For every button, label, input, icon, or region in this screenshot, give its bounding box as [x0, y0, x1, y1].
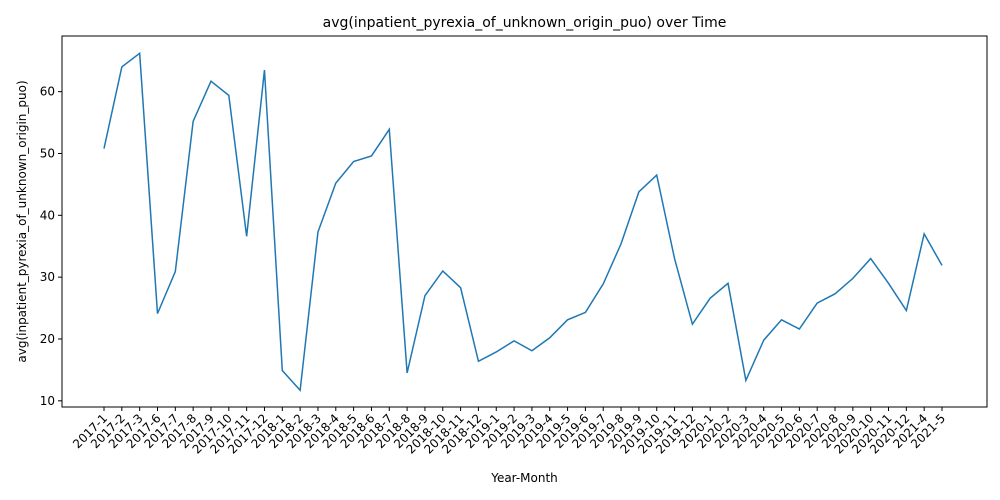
y-tick-label: 50 [40, 146, 55, 160]
y-tick-label: 40 [40, 208, 55, 222]
y-axis-ticks: 10 20 30 40 50 60 [40, 85, 62, 408]
x-axis-title: Year-Month [490, 471, 558, 485]
plot-area [61, 35, 988, 408]
y-tick-label: 30 [40, 270, 55, 284]
y-axis-title: avg(inpatient_pyrexia_of_unknown_origin_… [15, 80, 29, 362]
series-line [103, 51, 943, 393]
y-tick-label: 20 [40, 332, 55, 346]
y-tick-label: 60 [40, 85, 55, 99]
chart-title: avg(inpatient_pyrexia_of_unknown_origin_… [323, 15, 727, 31]
x-axis-ticks: 2017-12017-22017-32017-62017-72017-82017… [70, 407, 948, 457]
y-tick-label: 10 [40, 394, 55, 408]
